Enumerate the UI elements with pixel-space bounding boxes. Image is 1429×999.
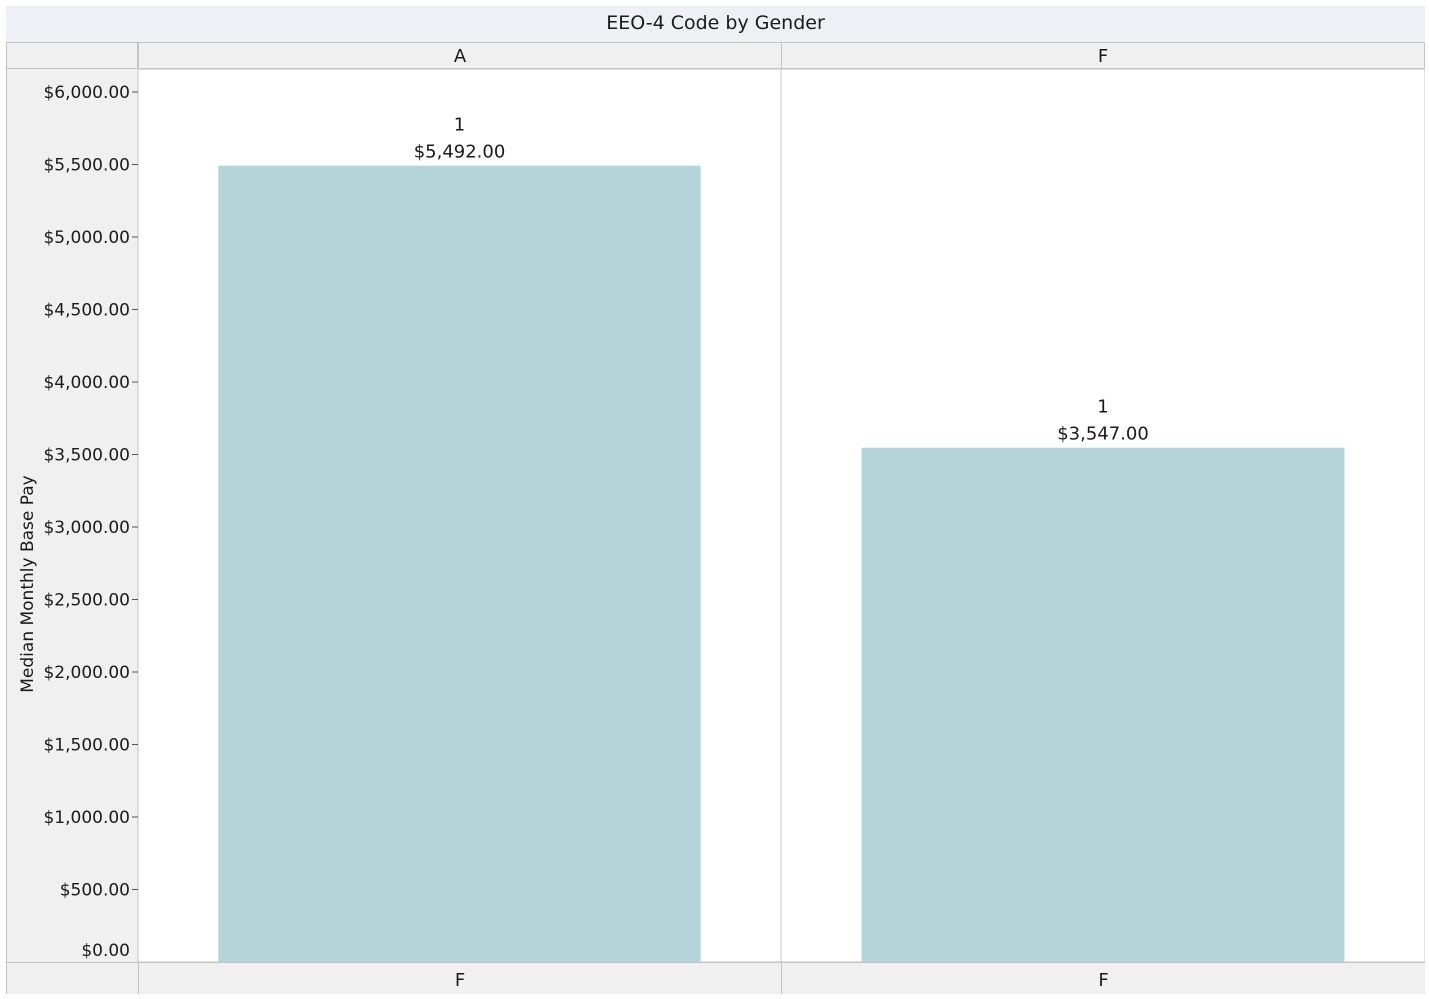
y-tick-label: $6,000.00 [43,83,130,103]
y-tick-label: $3,000.00 [43,518,130,538]
chart-canvas: $0.00 $500.00 $1,000.00 $1,500.00 $2,000.00 $… [43,68,1425,963]
chart-title: EEO-4 Code by Gender [6,6,1425,40]
bar-value-label: $5,492.00 [414,142,506,163]
panel-footer-2: F [781,962,1425,994]
y-tick-label: $2,500.00 [43,591,130,611]
panel-header-2: F [781,42,1425,69]
y-tick-label: $5,500.00 [43,156,130,176]
y-tick-label: $4,000.00 [43,373,130,393]
chart-frame: EEO-4 Code by Gender A F Median Monthly … [6,6,1425,994]
bar-count-label: 1 [1097,397,1108,418]
y-tick-label: $2,000.00 [43,663,130,683]
y-tick-label: $0.00 [81,941,130,961]
y-axis-panel: Median Monthly Base Pay [6,69,138,962]
corner-header-cell [6,42,138,69]
y-tick-label: $5,000.00 [43,228,130,248]
bar-count-label: 1 [454,115,465,136]
bar-2 [861,447,1345,962]
bar-value-label: $3,547.00 [1057,424,1149,445]
corner-footer-cell [6,962,138,994]
panel-footer-1: F [138,962,781,994]
bar-1 [218,165,701,962]
y-tick-label: $4,500.00 [43,301,130,321]
y-tick-label: $1,000.00 [43,808,130,828]
y-tick-label: $500.00 [60,881,130,901]
y-tick-label: $1,500.00 [43,736,130,756]
y-tick-label: $3,500.00 [43,446,130,466]
